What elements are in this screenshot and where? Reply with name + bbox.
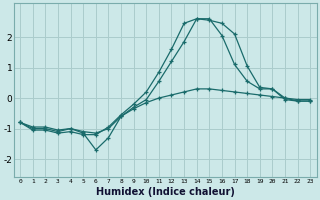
X-axis label: Humidex (Indice chaleur): Humidex (Indice chaleur) — [96, 187, 235, 197]
